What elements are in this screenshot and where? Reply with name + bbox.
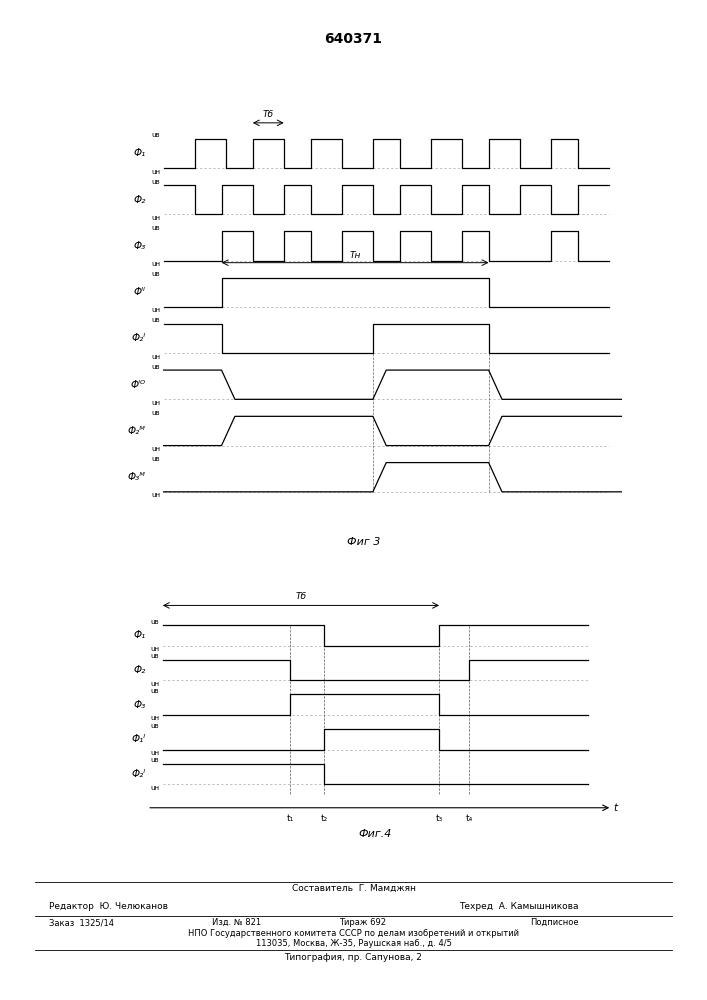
Text: 640371: 640371 xyxy=(325,32,382,46)
Text: uн: uн xyxy=(151,354,160,360)
Text: uн: uн xyxy=(151,750,159,756)
Text: Редактор  Ю. Челюканов: Редактор Ю. Челюканов xyxy=(49,902,168,911)
Text: Φ₁: Φ₁ xyxy=(134,630,146,640)
Text: 113035, Москва, Ж-35, Раушская наб., д. 4/5: 113035, Москва, Ж-35, Раушская наб., д. … xyxy=(255,939,452,948)
Text: Изд. № 821: Изд. № 821 xyxy=(212,918,261,927)
Text: uв: uв xyxy=(151,317,160,323)
Text: НПО Государственного комитета СССР по делам изобретений и открытий: НПО Государственного комитета СССР по де… xyxy=(188,929,519,938)
Text: Tб: Tб xyxy=(296,592,306,601)
Text: uн: uн xyxy=(151,400,160,406)
Text: uн: uн xyxy=(151,492,160,498)
Text: Подписное: Подписное xyxy=(530,918,579,927)
Text: Фиг.4: Фиг.4 xyxy=(358,829,392,839)
Text: Φ₂ᴵ: Φ₂ᴵ xyxy=(132,769,146,779)
Text: Составитель  Г. Мамджян: Составитель Г. Мамджян xyxy=(291,884,416,893)
Text: uв: uв xyxy=(151,364,160,370)
Text: Φ₃ᴹ: Φ₃ᴹ xyxy=(128,472,146,482)
Text: Типография, пр. Сапунова, 2: Типография, пр. Сапунова, 2 xyxy=(284,953,423,962)
Text: t: t xyxy=(614,803,618,813)
Text: Фиг 3: Фиг 3 xyxy=(347,537,380,547)
Text: Tн: Tн xyxy=(349,251,361,260)
Text: uн: uн xyxy=(151,261,160,267)
Text: uв: uв xyxy=(151,723,159,729)
Text: Техред  А. Камышникова: Техред А. Камышникова xyxy=(460,902,579,911)
Text: t₄: t₄ xyxy=(465,814,472,823)
Text: uн: uн xyxy=(151,169,160,175)
Text: t₂: t₂ xyxy=(321,814,328,823)
Text: uв: uв xyxy=(151,456,160,462)
Text: uв: uв xyxy=(151,132,160,138)
Text: Φ₁ᴵ: Φ₁ᴵ xyxy=(132,734,146,744)
Text: t₁: t₁ xyxy=(286,814,294,823)
Text: uв: uв xyxy=(151,225,160,231)
Text: uв: uв xyxy=(151,619,159,625)
Text: uн: uн xyxy=(151,307,160,313)
Text: Tб: Tб xyxy=(263,110,274,119)
Text: Φ₂ᴹ: Φ₂ᴹ xyxy=(128,426,146,436)
Text: uв: uв xyxy=(151,653,159,659)
Text: uв: uв xyxy=(151,271,160,277)
Text: Φᴵᴼ: Φᴵᴼ xyxy=(131,380,146,390)
Text: uн: uн xyxy=(151,215,160,221)
Text: uв: uв xyxy=(151,688,159,694)
Text: t₃: t₃ xyxy=(436,814,443,823)
Text: uн: uн xyxy=(151,681,159,687)
Text: uв: uв xyxy=(151,179,160,185)
Text: uв: uв xyxy=(151,410,160,416)
Text: uн: uн xyxy=(151,715,159,721)
Text: Φᴵᴵ: Φᴵᴵ xyxy=(134,287,146,297)
Text: Φ₂: Φ₂ xyxy=(134,195,146,205)
Text: Тираж 692: Тираж 692 xyxy=(339,918,386,927)
Text: Φ₃: Φ₃ xyxy=(134,700,146,710)
Text: Φ₂: Φ₂ xyxy=(134,665,146,675)
Text: uн: uн xyxy=(151,646,159,652)
Text: uн: uн xyxy=(151,446,160,452)
Text: Φ₂ᴵ: Φ₂ᴵ xyxy=(132,333,146,343)
Text: Φ₁: Φ₁ xyxy=(134,148,146,158)
Text: uн: uн xyxy=(151,785,159,791)
Text: Заказ  1325/14: Заказ 1325/14 xyxy=(49,918,115,927)
Text: uв: uв xyxy=(151,757,159,763)
Text: Φ₃: Φ₃ xyxy=(134,241,146,251)
